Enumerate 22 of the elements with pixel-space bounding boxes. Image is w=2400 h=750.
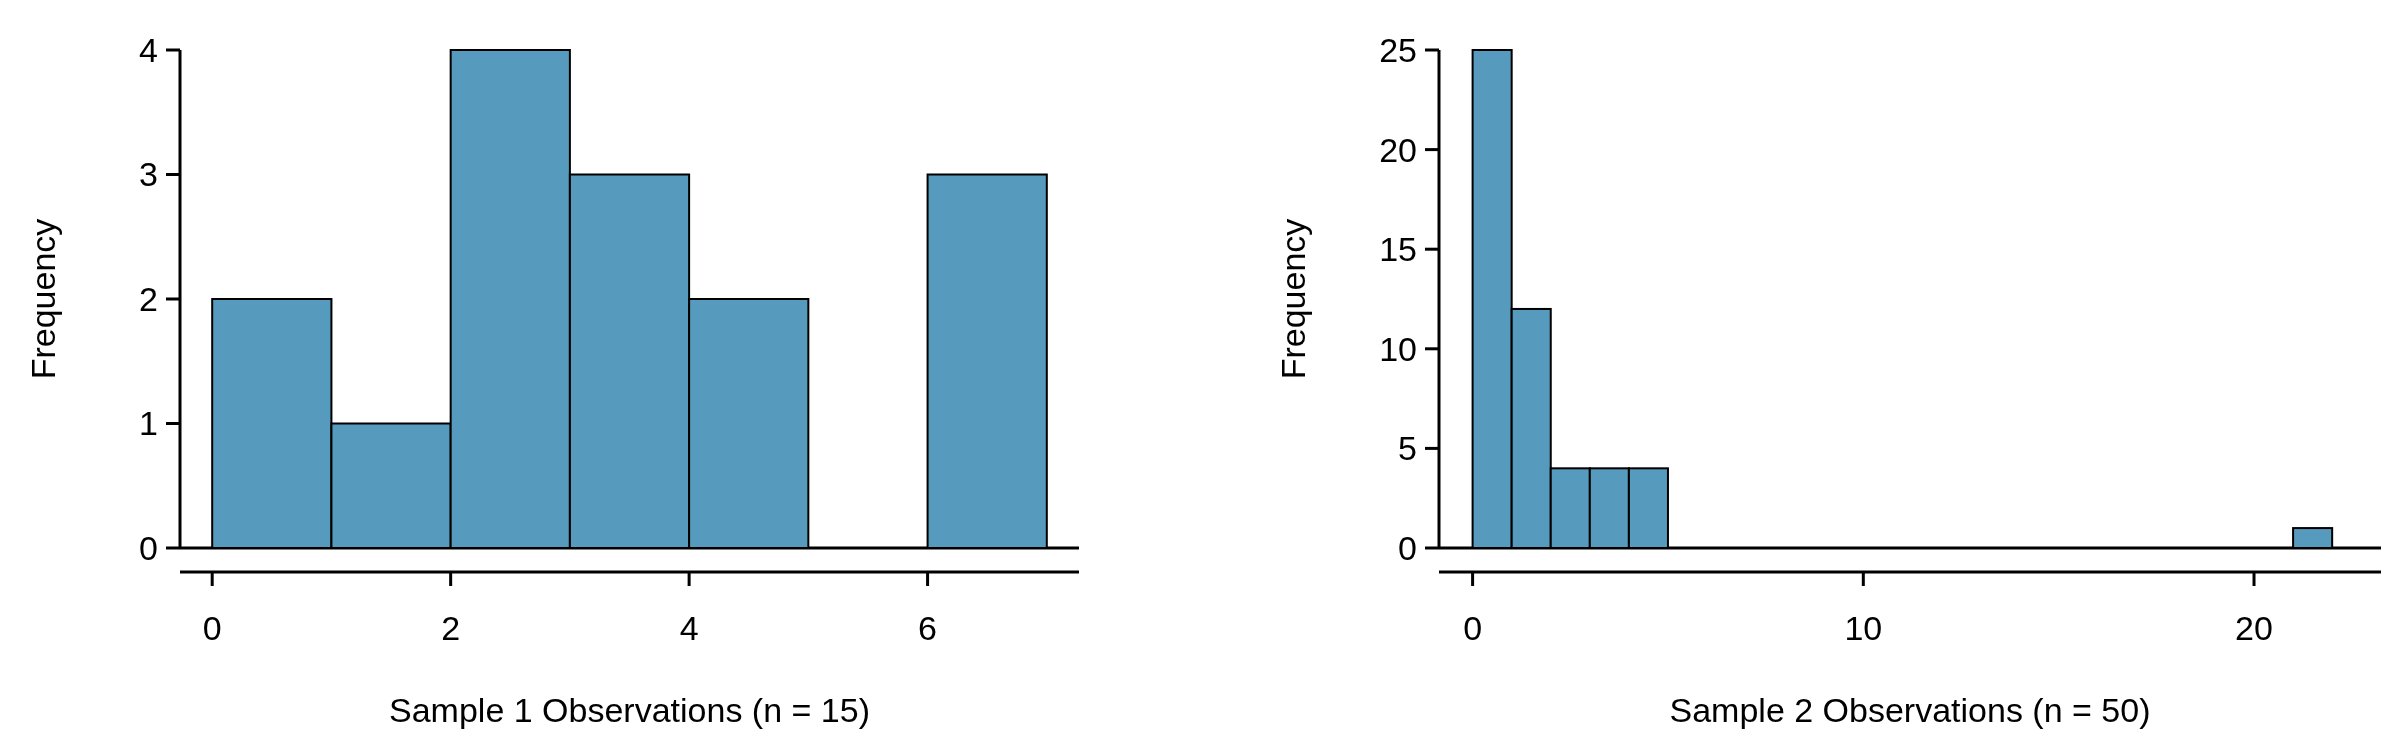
x-tick-label: 10	[1844, 608, 1883, 647]
y-axis-title: Frequency	[23, 218, 62, 380]
y-tick-label: 25	[1379, 30, 1417, 69]
x-axis-title: Sample 2 Observations (n = 50)	[1669, 690, 2151, 729]
x-tick-label: 6	[918, 608, 938, 647]
x-tick-label: 20	[2235, 608, 2273, 647]
x-tick-label: 0	[202, 608, 222, 647]
y-tick-label: 15	[1379, 230, 1417, 269]
y-tick-label: 1	[139, 404, 158, 443]
y-tick-label: 20	[1379, 130, 1417, 169]
y-tick-label: 2	[139, 279, 158, 318]
y-tick-label: 3	[139, 155, 158, 194]
x-tick-label: 4	[679, 608, 699, 647]
y-tick-label: 4	[139, 30, 158, 69]
x-tick-label: 0	[1463, 608, 1483, 647]
x-tick-label: 2	[441, 608, 461, 647]
y-tick-label: 0	[139, 528, 158, 567]
y-tick-label: 5	[1398, 429, 1417, 468]
y-tick-label: 10	[1379, 329, 1417, 368]
x-axis-title: Sample 1 Observations (n = 15)	[389, 690, 870, 729]
y-axis-title: Frequency	[1273, 218, 1312, 380]
y-tick-label: 0	[1398, 528, 1417, 567]
